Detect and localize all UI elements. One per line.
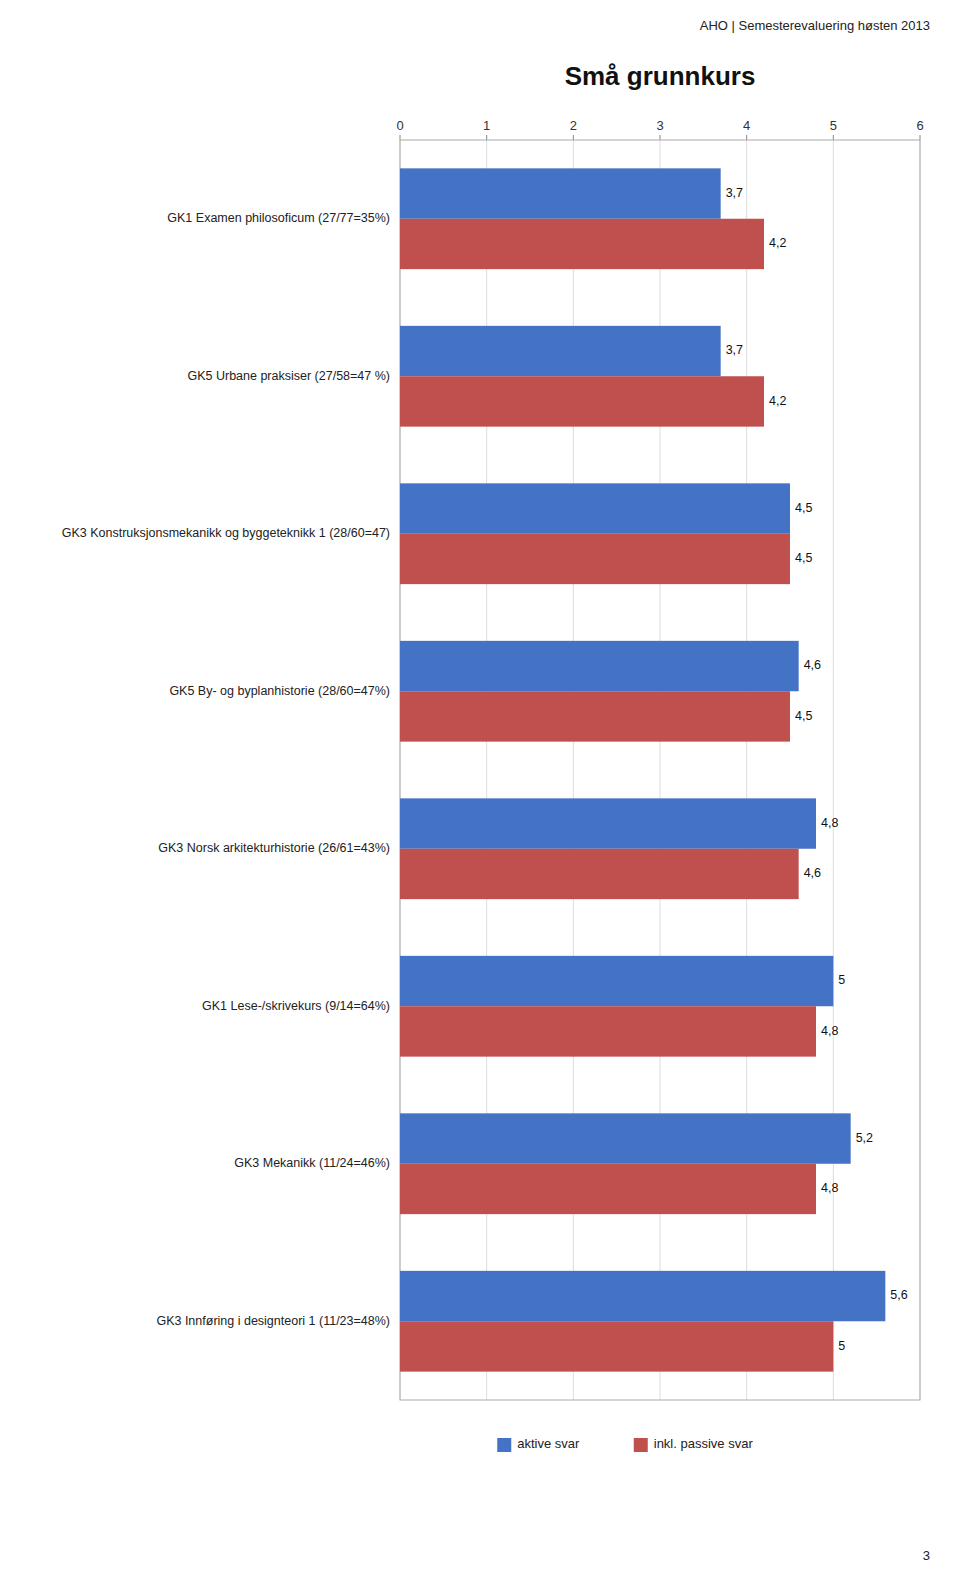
bar — [400, 168, 721, 218]
tick-mark — [486, 135, 487, 140]
tick-mark — [833, 135, 834, 140]
legend-swatch — [497, 1438, 511, 1452]
legend-label: inkl. passive svar — [654, 1436, 754, 1451]
bar — [400, 1006, 816, 1056]
tick-label: 2 — [570, 118, 577, 133]
bar — [400, 691, 790, 741]
tick-label: 5 — [830, 118, 837, 133]
data-label: 5 — [838, 1339, 845, 1353]
bar — [400, 849, 799, 899]
bar — [400, 956, 833, 1006]
grid — [400, 140, 920, 1400]
category-label: GK3 Mekanikk (11/24=46%) — [234, 1156, 390, 1170]
bar — [400, 1321, 833, 1371]
bar — [400, 326, 721, 376]
plot-frame — [400, 140, 920, 1400]
data-label: 4,6 — [804, 866, 821, 880]
bar — [400, 534, 790, 584]
category-label: GK5 By- og byplanhistorie (28/60=47%) — [169, 684, 390, 698]
data-label: 4,2 — [769, 394, 786, 408]
category-label: GK3 Konstruksjonsmekanikk og byggeteknik… — [62, 526, 390, 540]
data-label: 4,5 — [795, 709, 812, 723]
data-label: 4,2 — [769, 236, 786, 250]
header: AHO | Semesterevaluering høsten 2013 — [700, 18, 930, 33]
tick-label: 6 — [916, 118, 923, 133]
tick-label: 3 — [656, 118, 663, 133]
tick-mark — [573, 135, 574, 140]
tick-label: 1 — [483, 118, 490, 133]
bar — [400, 483, 790, 533]
bar — [400, 1113, 851, 1163]
legend-label: aktive svar — [517, 1436, 580, 1451]
data-label: 4,8 — [821, 1181, 838, 1195]
tick-label: 0 — [396, 118, 403, 133]
tick-mark — [746, 135, 747, 140]
legend-swatch — [634, 1438, 648, 1452]
data-labels: 3,7 4,2 3,7 4,2 4,5 4,5 4,6 4,5 4,8 4,6 5 4,8 5,2 4,8… — [726, 186, 908, 1353]
background — [0, 0, 960, 1585]
bars — [400, 168, 885, 1371]
tick-mark — [400, 135, 401, 140]
data-label: 4,5 — [795, 551, 812, 565]
tick-label: 4 — [743, 118, 750, 133]
data-label: 4,6 — [804, 658, 821, 672]
data-label: 3,7 — [726, 186, 743, 200]
bar — [400, 1164, 816, 1214]
data-label: 3,7 — [726, 343, 743, 357]
data-label: 5,6 — [890, 1288, 907, 1302]
page-number: 3 — [923, 1548, 930, 1563]
category-label: GK5 Urbane praksiser (27/58=47 %) — [187, 369, 390, 383]
bar — [400, 641, 799, 691]
category-label: GK1 Examen philosoficum (27/77=35%) — [167, 211, 390, 225]
legend: aktive svar inkl. passive svar — [497, 1436, 753, 1452]
data-label: 4,8 — [821, 816, 838, 830]
title: Små grunnkurs — [565, 61, 756, 91]
chart: AHO | Semesterevaluering høsten 2013 3 Små… — [0, 0, 960, 1585]
bar — [400, 798, 816, 848]
category-label: GK1 Lese-/skrivekurs (9/14=64%) — [202, 999, 390, 1013]
data-label: 4,5 — [795, 501, 812, 515]
category-label: GK3 Norsk arkitekturhistorie (26/61=43%) — [158, 841, 390, 855]
bar — [400, 1271, 885, 1321]
bar — [400, 376, 764, 426]
data-label: 5 — [838, 973, 845, 987]
grid-line — [833, 140, 834, 1400]
tick-mark — [660, 135, 661, 140]
category-label: GK3 Innføring i designteori 1 (11/23=48%… — [156, 1314, 390, 1328]
data-label: 5,2 — [856, 1131, 873, 1145]
data-label: 4,8 — [821, 1024, 838, 1038]
bar — [400, 219, 764, 269]
tick-mark — [920, 135, 921, 140]
